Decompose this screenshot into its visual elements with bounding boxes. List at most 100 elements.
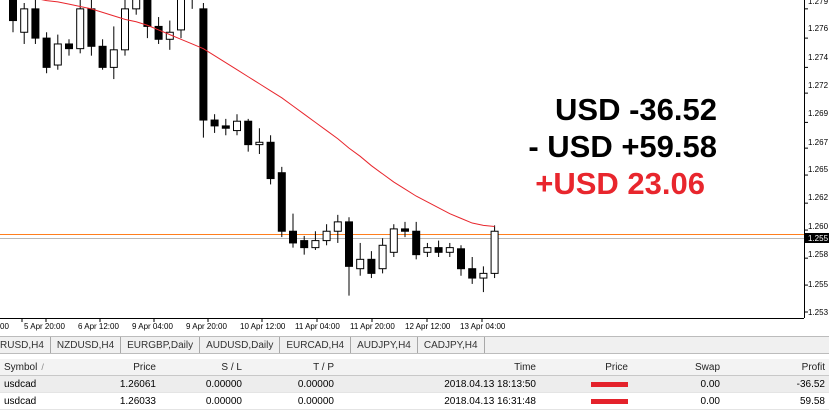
trade-table: Symbol / Price S / L T / P Time Price Swa… (0, 359, 829, 410)
bear-candle (210, 119, 219, 127)
price-label: 1.276 (808, 24, 829, 33)
cell-sl: 0.00000 (205, 379, 242, 390)
bull-candle (233, 120, 241, 132)
bear-candle (244, 120, 253, 146)
bear-candle (345, 221, 353, 267)
time-label: 9 Apr 04:00 (132, 322, 173, 331)
bear-candle (367, 258, 376, 274)
cell-tp: 0.00000 (297, 396, 334, 407)
moving-average-line (41, 0, 495, 228)
bull-candle (423, 247, 432, 253)
bull-candle (132, 0, 141, 10)
price-label: 1.265 (808, 165, 829, 174)
candlestick-chart[interactable]: 1.279 1.276 1.274 1.272 1.269 1.267 1.265 1.262… (0, 0, 829, 336)
cell-indicator (536, 393, 628, 409)
cell-sl: 0.00000 (205, 396, 242, 407)
time-label: 9 Apr 20:00 (186, 322, 227, 331)
bear-candle (143, 0, 152, 27)
col-tp[interactable]: T / P (313, 362, 334, 373)
cell-swap: 0.00 (700, 379, 720, 390)
bear-candle (87, 8, 96, 47)
cell-profit: 59.58 (799, 396, 825, 407)
bull-candle (322, 230, 331, 242)
tab-audusd[interactable]: AUDUSD,Daily (200, 337, 281, 353)
time-label: 6 Apr 12:00 (78, 322, 119, 331)
col-profit[interactable]: Profit (801, 362, 825, 373)
bull-candle (490, 230, 499, 274)
time-label: 5 Apr 20:00 (24, 322, 65, 331)
tab-cadjpy[interactable]: CADJPY,H4 (418, 337, 485, 353)
price-bar-icon (591, 398, 628, 404)
table-row[interactable]: usdcad 1.26061 0.00000 0.00000 2018.04.1… (0, 376, 829, 393)
col-sl[interactable]: S / L (221, 362, 242, 373)
bear-candle (154, 25, 163, 40)
bull-candle (255, 141, 264, 146)
time-label: 13 Apr 04:00 (460, 322, 506, 331)
bull-candle (311, 240, 320, 249)
overlay-loss-line: USD -36.52 (555, 92, 717, 127)
cell-symbol: usdcad (4, 379, 37, 390)
bear-candle (401, 228, 409, 232)
tab-nzdusd[interactable]: NZDUSD,H4 (51, 337, 122, 353)
bull-candle (76, 8, 85, 50)
bear-candle (31, 8, 40, 39)
price-label: 1.279 (808, 0, 829, 6)
col-symbol[interactable]: Symbol / (0, 359, 72, 375)
bear-candle (199, 8, 208, 121)
cell-time: 2018.04.13 18:13:50 (444, 379, 536, 390)
bull-candle (53, 43, 62, 66)
tab-eurgbp[interactable]: EURGBP,Daily (121, 337, 201, 353)
cell-indicator (536, 376, 628, 392)
bull-candle (445, 247, 454, 253)
col-swap[interactable]: Swap (694, 362, 720, 373)
bear-candle (412, 230, 421, 256)
current-price-label: 1.255 (808, 234, 829, 243)
overlay-profit-line: - USD +59.58 (528, 129, 717, 164)
bear-candle (289, 230, 297, 244)
bear-candle (300, 240, 309, 249)
price-label: 1.253 (808, 308, 829, 317)
price-label: 1.269 (808, 109, 829, 118)
col-time[interactable]: Time (514, 362, 536, 373)
cell-profit: -36.52 (796, 379, 825, 390)
bear-candle (277, 172, 286, 232)
price-chart[interactable]: 1.279 1.276 1.274 1.272 1.269 1.267 1.265 1.262… (0, 0, 829, 336)
col-symbol-label: Symbol (4, 362, 38, 373)
chart-tabs: RUSD,H4 NZDUSD,H4 EURGBP,Daily AUDUSD,Da… (0, 336, 829, 354)
bear-candle (65, 43, 73, 50)
tab-audjpy[interactable]: AUDJPY,H4 (351, 337, 418, 353)
col-price[interactable]: Price (133, 362, 156, 373)
table-row[interactable]: usdcad 1.26033 0.00000 0.00000 2018.04.1… (0, 393, 829, 410)
cell-swap: 0.00 (700, 396, 720, 407)
table-header: Symbol / Price S / L T / P Time Price Swa… (0, 359, 829, 376)
current-price-box (805, 233, 829, 243)
time-label: 11 Apr 04:00 (295, 322, 340, 331)
bull-candle (389, 228, 398, 253)
tab-eurcad[interactable]: EURCAD,H4 (280, 337, 352, 353)
bull-candle (177, 0, 185, 31)
bull-candle (20, 8, 29, 33)
tab-rusd[interactable]: RUSD,H4 (0, 337, 51, 353)
sort-icon: / (41, 362, 44, 372)
bull-candle (479, 272, 488, 279)
col-indicator-price[interactable]: Price (605, 362, 628, 373)
cell-symbol: usdcad (4, 396, 37, 407)
price-label: 1.274 (808, 53, 829, 62)
bear-candle (221, 125, 230, 129)
bear-candle (266, 141, 275, 180)
bear-candle (42, 37, 51, 68)
bull-candle (333, 221, 342, 232)
bear-candle (468, 268, 477, 279)
price-label: 1.255 (808, 280, 829, 289)
bull-candle (378, 244, 387, 270)
time-label: 11 Apr 20:00 (350, 322, 395, 331)
time-label: 12 Apr 12:00 (405, 322, 451, 331)
bear-candle (98, 45, 107, 68)
price-label: 1.258 (808, 250, 829, 259)
bear-candle (9, 0, 17, 22)
time-label: 10 Apr 12:00 (240, 322, 286, 331)
price-bar-icon (591, 381, 628, 387)
bull-candle (121, 8, 129, 51)
price-label: 1.272 (808, 81, 829, 90)
cell-time: 2018.04.13 16:31:48 (444, 396, 536, 407)
